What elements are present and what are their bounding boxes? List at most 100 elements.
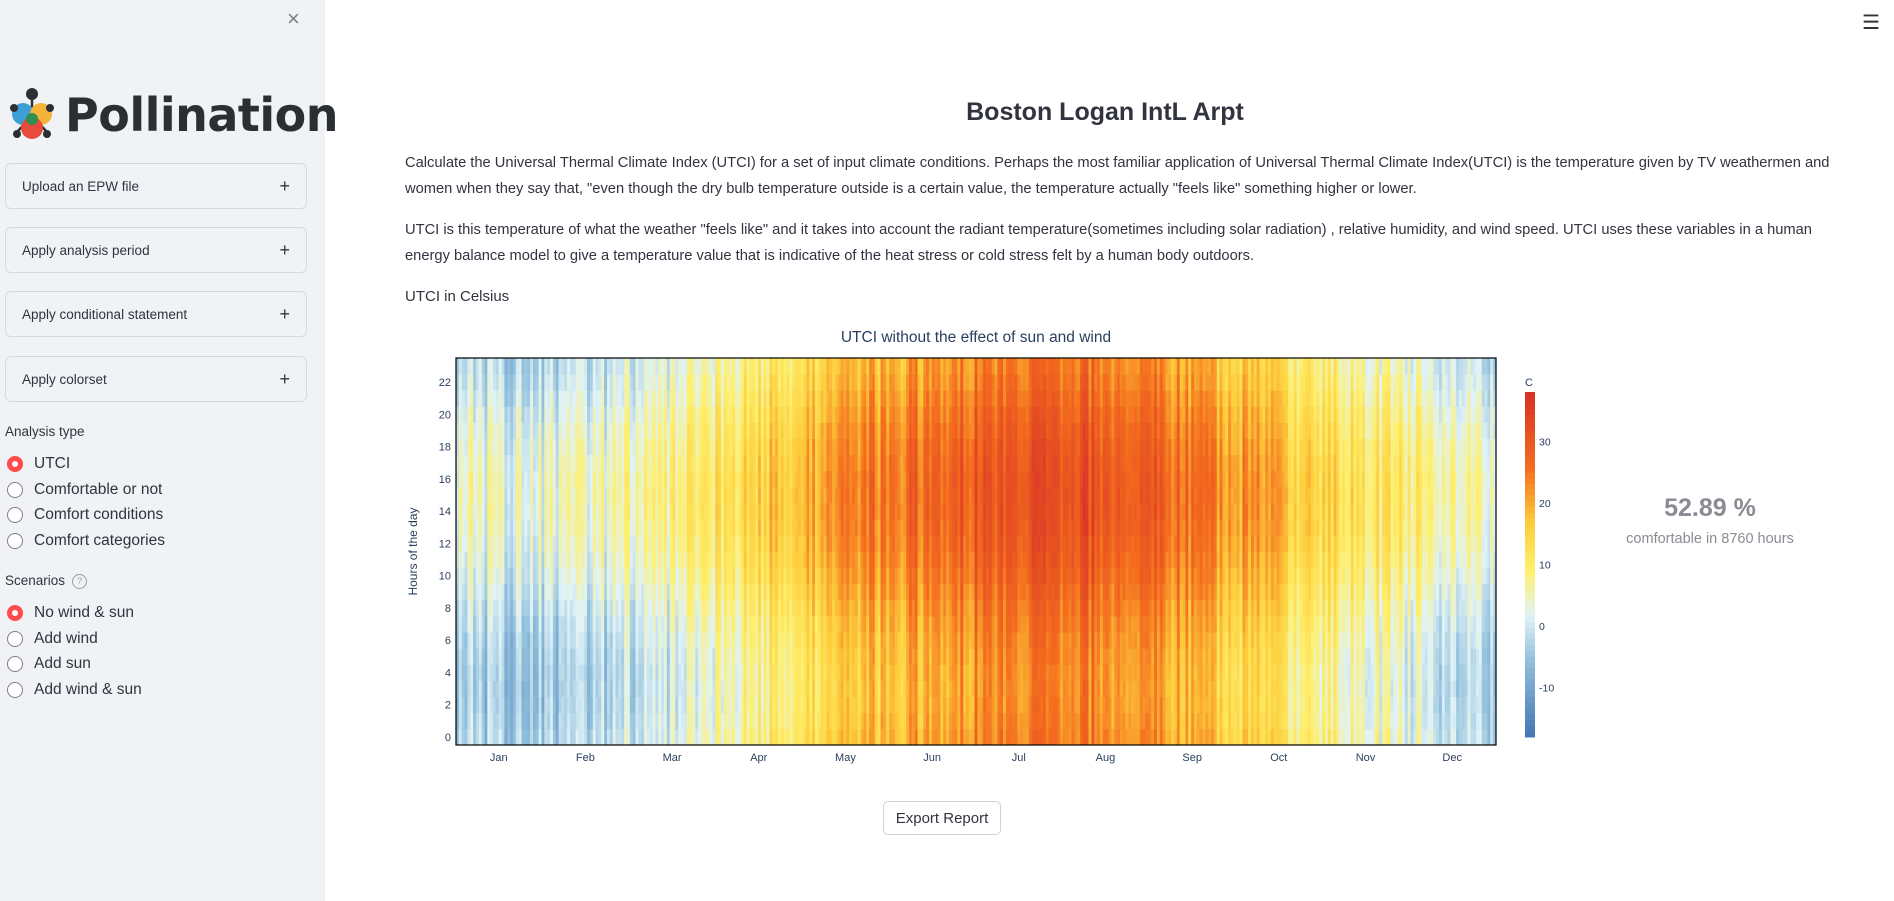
heatmap-cell — [641, 487, 645, 504]
close-sidebar-icon[interactable]: × — [287, 6, 300, 31]
heatmap-cell — [487, 551, 491, 569]
heatmap-cell — [763, 422, 767, 440]
heatmap-cell — [535, 390, 540, 407]
heatmap-cell — [940, 567, 944, 585]
heatmap-cell — [880, 503, 884, 520]
heatmap-cell — [524, 535, 528, 552]
heatmap-cell — [749, 535, 753, 552]
heatmap-cell — [1028, 438, 1032, 456]
heatmap-cell — [997, 422, 1001, 440]
heatmap-cell — [501, 680, 505, 698]
heatmap-cell — [732, 422, 736, 440]
heatmap-cell — [738, 422, 742, 440]
heatmap-cell — [703, 519, 708, 536]
heatmap-cell — [897, 470, 901, 488]
heatmap-cell — [555, 422, 559, 440]
heatmap-cell — [803, 712, 807, 730]
heatmap-cell — [1020, 519, 1024, 536]
heatmap-cell — [715, 583, 719, 601]
heatmap-cell — [629, 599, 634, 617]
heatmap-cell — [889, 696, 893, 714]
heatmap-cell — [777, 616, 782, 633]
heatmap-cell — [934, 390, 938, 407]
heatmap-cell — [809, 583, 813, 601]
heatmap-cell — [968, 535, 973, 552]
heatmap-cell — [538, 696, 542, 714]
help-icon[interactable]: ? — [72, 573, 88, 589]
heatmap-cell — [569, 551, 574, 569]
scenarios-label-text: Scenarios — [5, 573, 66, 588]
heatmap-cell — [834, 696, 839, 714]
heatmap-cell — [983, 358, 987, 375]
heatmap-cell — [504, 648, 508, 665]
heatmap-cell — [501, 390, 505, 407]
heatmap-cell — [601, 680, 605, 698]
heatmap-cell — [880, 422, 884, 440]
radio-add-wind-sun[interactable]: Add wind & sun — [7, 681, 142, 699]
heatmap-cell — [552, 616, 557, 633]
heatmap-cell — [664, 712, 668, 730]
heatmap-cell — [914, 454, 918, 472]
heatmap-cell — [926, 422, 930, 440]
heatmap-cell — [567, 567, 571, 585]
radio-comfortable-or-not[interactable]: Comfortable or not — [7, 481, 162, 499]
radio-utci[interactable]: UTCI — [7, 455, 70, 473]
heatmap-cell — [857, 616, 861, 633]
heatmap-cell — [567, 358, 571, 375]
heatmap-cell — [877, 712, 881, 730]
heatmap-cell — [493, 567, 497, 585]
heatmap-cell — [889, 567, 893, 585]
heatmap-cell — [475, 583, 480, 601]
expander-analysis-period[interactable]: Apply analysis period + — [5, 227, 307, 273]
heatmap-cell — [652, 551, 656, 569]
heatmap-cell — [920, 374, 924, 391]
heatmap-cell — [983, 422, 987, 440]
heatmap-cell — [618, 406, 622, 423]
heatmap-cell — [686, 358, 691, 375]
radio-no-wind-sun[interactable]: No wind & sun — [7, 604, 134, 622]
heatmap-cell — [914, 535, 918, 552]
heatmap-cell — [877, 519, 881, 536]
expander-colorset[interactable]: Apply colorset + — [5, 356, 307, 402]
heatmap-cell — [561, 503, 565, 520]
heatmap-cell — [917, 358, 921, 375]
heatmap-cell — [681, 664, 685, 681]
heatmap-cell — [723, 567, 728, 585]
heatmap-cell — [735, 680, 739, 698]
heatmap-cell — [1014, 487, 1018, 504]
heatmap-cell — [527, 422, 531, 440]
heatmap-cell — [1008, 551, 1013, 569]
heatmap-cell — [849, 406, 853, 423]
heatmap-cell — [980, 680, 984, 698]
expander-conditional-statement[interactable]: Apply conditional statement + — [5, 291, 307, 337]
heatmap-cell — [581, 454, 585, 472]
radio-add-wind[interactable]: Add wind — [7, 630, 98, 648]
hamburger-menu-icon[interactable]: ☰ — [1862, 12, 1880, 34]
heatmap-cell — [584, 599, 588, 617]
heatmap-cell — [504, 728, 508, 746]
heatmap-cell — [495, 438, 500, 456]
heatmap-cell — [664, 535, 668, 552]
heatmap-cell — [920, 487, 924, 504]
heatmap-cell — [555, 438, 559, 456]
heatmap-cell — [664, 519, 668, 536]
heatmap-cell — [872, 519, 876, 536]
radio-comfort-categories[interactable]: Comfort categories — [7, 532, 165, 550]
heatmap-cell — [464, 358, 468, 375]
radio-comfort-conditions[interactable]: Comfort conditions — [7, 506, 163, 524]
heatmap-cell — [689, 390, 693, 407]
heatmap-cell — [886, 535, 890, 552]
heatmap-cell — [777, 390, 782, 407]
heatmap-cell — [686, 567, 691, 585]
heatmap-cell — [564, 696, 568, 714]
heatmap-cell — [795, 454, 799, 472]
heatmap-cell — [920, 438, 924, 456]
heatmap-cell — [473, 728, 477, 746]
radio-add-sun[interactable]: Add sun — [7, 655, 91, 673]
heatmap-cell — [866, 374, 870, 391]
heatmap-cell — [729, 567, 733, 585]
heatmap-cell — [746, 454, 750, 472]
expander-upload-epw[interactable]: Upload an EPW file + — [5, 163, 307, 209]
heatmap-cell — [966, 551, 970, 569]
